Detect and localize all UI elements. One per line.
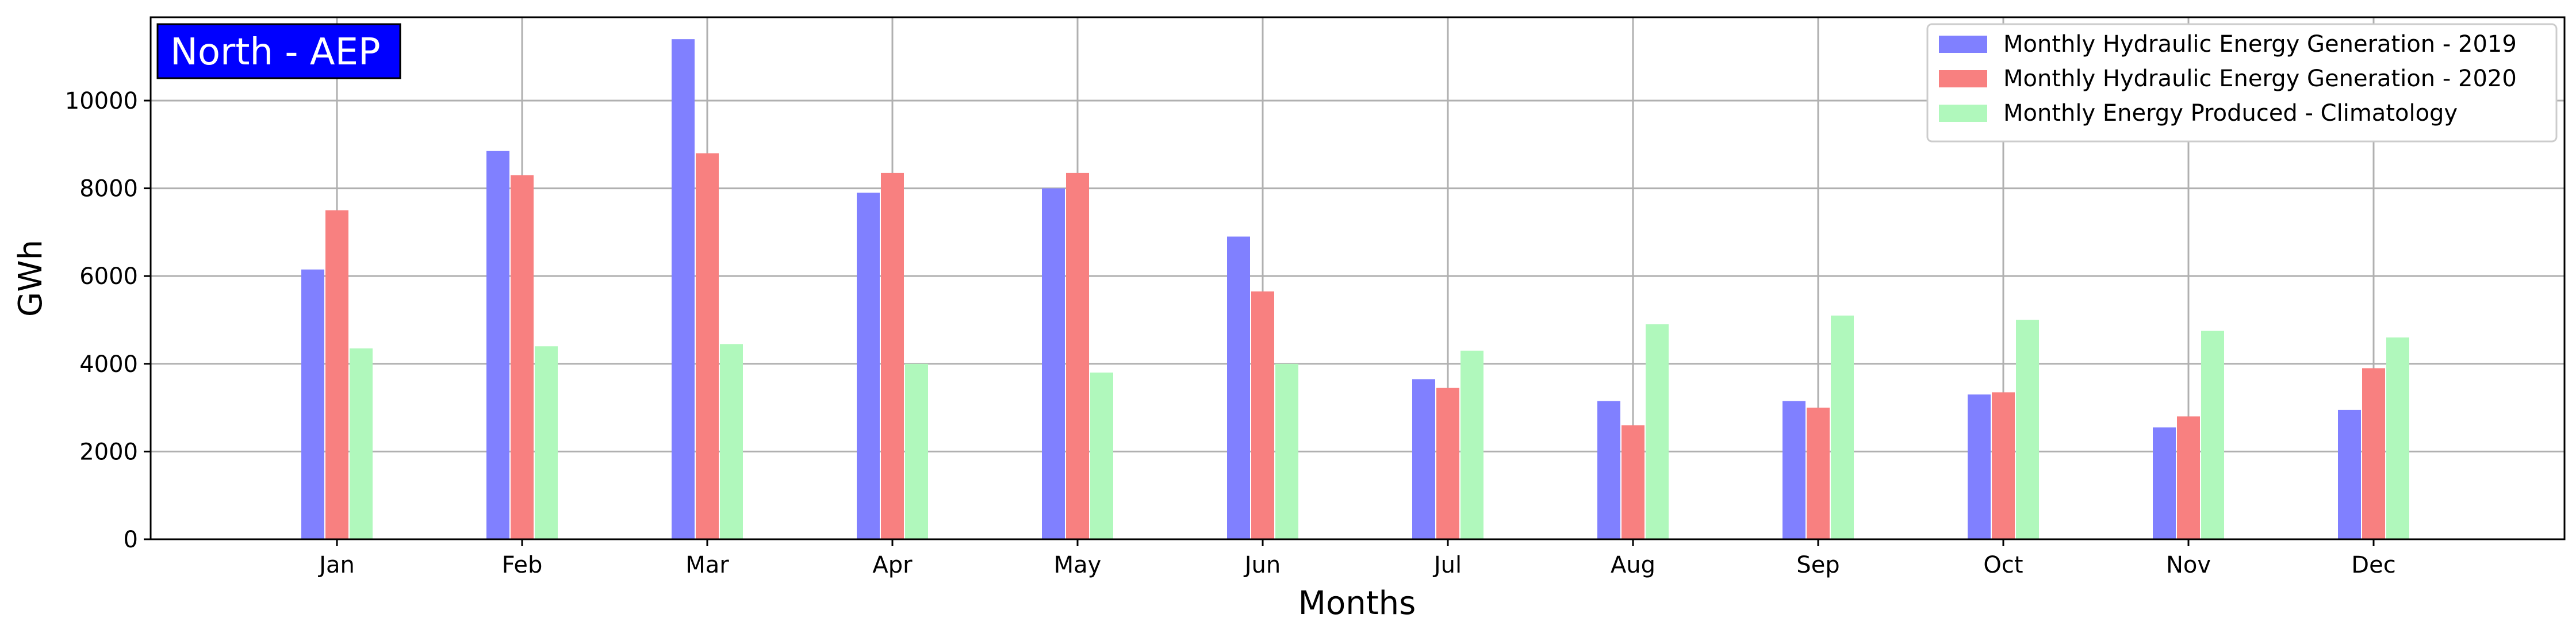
x-tick-label: Dec — [2351, 552, 2395, 578]
bar-series-3-may — [1090, 373, 1113, 539]
bar-series-1-jun — [1227, 236, 1250, 540]
legend-label-series-2: Monthly Hydraulic Energy Generation - 20… — [2003, 66, 2517, 92]
y-tick-label: 4000 — [79, 351, 138, 378]
y-axis-label: GWh — [12, 240, 49, 317]
bar-series-1-may — [1042, 188, 1065, 539]
bar-series-3-apr — [905, 363, 928, 539]
x-tick-label: Feb — [502, 552, 543, 578]
y-tick-label: 6000 — [79, 263, 138, 290]
legend-frame — [1926, 23, 2558, 143]
x-tick-label: Jan — [317, 552, 355, 578]
x-tick-label: Jun — [1243, 552, 1281, 578]
bar-series-1-aug — [1597, 401, 1620, 539]
legend-swatch-series-1 — [1939, 36, 1987, 53]
bar-series-2-jun — [1251, 291, 1274, 539]
title-badge-box — [156, 23, 401, 79]
bar-series-3-jul — [1460, 350, 1483, 539]
axis-ticks: 0 2000 4000 6000 8000 10000 Jan Feb Mar Apr May Jun… — [65, 88, 2396, 578]
title-badge: North - AEP — [156, 23, 401, 79]
bar-series-1-mar — [672, 39, 695, 540]
x-tick-label: Nov — [2166, 552, 2211, 578]
bar-series-2-mar — [696, 153, 719, 539]
bar-series-1-sep — [1782, 401, 1805, 539]
legend-label-series-3: Monthly Energy Produced - Climatology — [2003, 100, 2458, 126]
bar-series-3-feb — [535, 346, 558, 539]
bar-series-3-mar — [720, 344, 743, 539]
bar-series-3-aug — [1646, 324, 1669, 539]
bar-series-3-dec — [2386, 337, 2409, 539]
bar-series-2-oct — [1992, 392, 2015, 539]
y-tick-label: 10000 — [65, 88, 138, 114]
bar-series-1-feb — [486, 151, 509, 540]
bar-series-2-jan — [325, 210, 348, 539]
legend-swatch-series-3 — [1939, 105, 1987, 122]
bar-series-2-aug — [1621, 425, 1644, 539]
title-badge-text: North - AEP — [170, 31, 381, 74]
bar-series-3-oct — [2016, 320, 2039, 539]
legend: Monthly Hydraulic Energy Generation - 20… — [1926, 23, 2558, 143]
x-tick-label: Jul — [1432, 552, 1462, 578]
bar-series-1-nov — [2153, 427, 2176, 539]
x-tick-label: Mar — [685, 552, 729, 578]
y-tick-label: 0 — [124, 527, 138, 553]
x-tick-label: Aug — [1611, 552, 1655, 578]
x-axis-label: Months — [1298, 585, 1416, 622]
legend-label-series-1: Monthly Hydraulic Energy Generation - 20… — [2003, 31, 2517, 57]
y-tick-label: 8000 — [79, 176, 138, 202]
bar-series-1-jan — [301, 269, 324, 539]
bar-series-1-oct — [1968, 394, 1991, 539]
legend-swatch-series-2 — [1939, 70, 1987, 87]
bar-series-2-may — [1066, 172, 1089, 539]
bar-series-3-jun — [1275, 363, 1298, 539]
bar-series-2-dec — [2362, 368, 2385, 539]
bar-series-1-apr — [857, 193, 880, 539]
bar-series-3-jan — [350, 348, 373, 539]
plot-frame — [150, 16, 2566, 540]
bar-series-2-jul — [1436, 387, 1459, 539]
bar-series-2-apr — [881, 172, 904, 539]
x-tick-label: Oct — [1983, 552, 2023, 578]
bar-series-1-dec — [2338, 409, 2361, 539]
bar-series-1-jul — [1412, 379, 1435, 539]
bar-series-3-sep — [1831, 315, 1854, 539]
y-tick-label: 2000 — [79, 439, 138, 465]
bars — [301, 39, 2409, 540]
x-tick-label: Apr — [872, 552, 913, 578]
x-tick-label: May — [1054, 552, 1102, 578]
bar-series-2-nov — [2177, 416, 2200, 539]
bar-series-2-sep — [1807, 408, 1830, 539]
x-tick-label: Sep — [1796, 552, 1839, 578]
bar-series-3-nov — [2201, 331, 2224, 539]
bar-series-2-feb — [511, 175, 534, 539]
